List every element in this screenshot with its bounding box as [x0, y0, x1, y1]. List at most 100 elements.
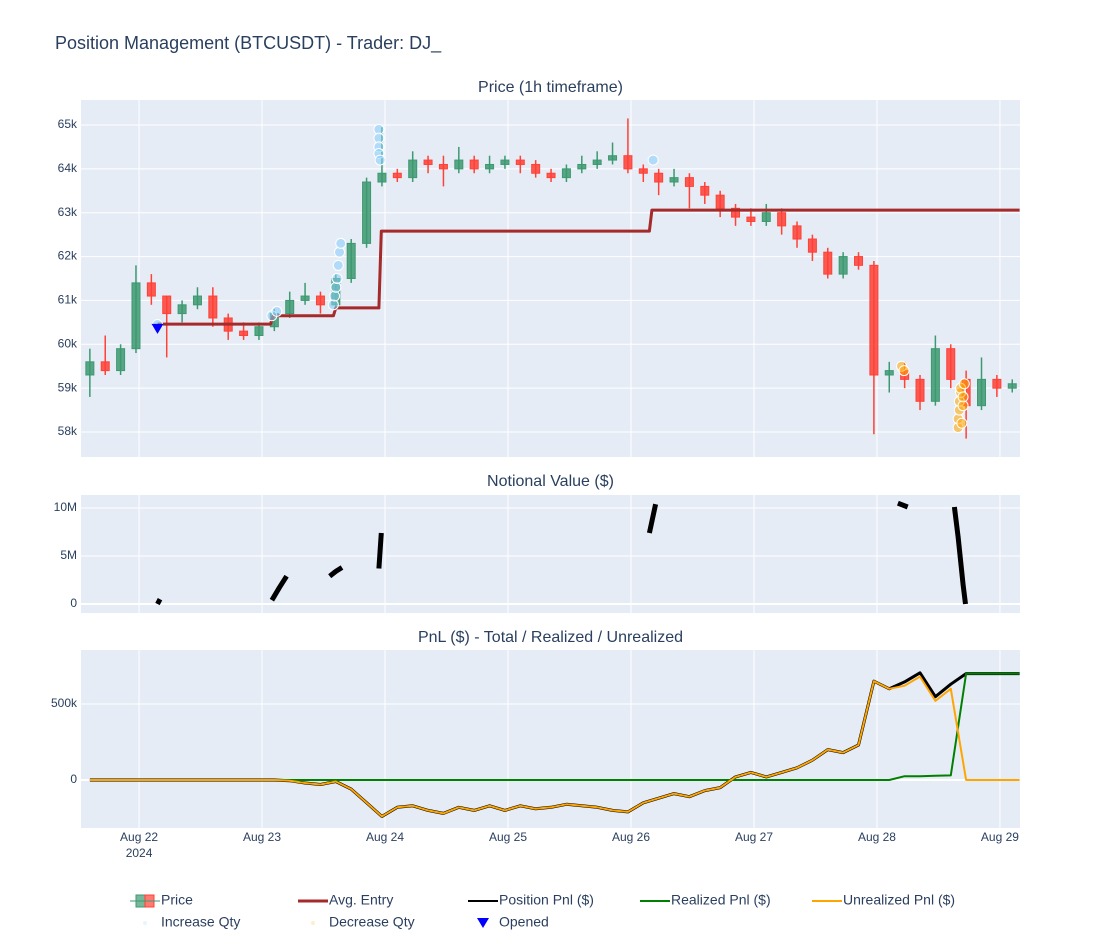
y-tick-label: 59k — [58, 380, 78, 394]
candle-body — [131, 282, 141, 350]
y-tick-label: 0 — [70, 772, 77, 786]
legend-label: Decrease Qty — [329, 914, 415, 930]
subplot-title: Notional Value ($) — [487, 473, 614, 490]
candle-body — [746, 216, 756, 222]
candle-body — [377, 172, 387, 183]
candle-body — [1007, 383, 1017, 389]
marker — [898, 365, 910, 377]
candle-body — [854, 256, 864, 266]
candle-body — [392, 172, 402, 179]
x-tick-label: Aug 25 — [489, 830, 527, 844]
legend-label: Unrealized Pnl ($) — [843, 892, 955, 908]
candle-body — [930, 348, 940, 402]
x-tick-label: Aug 27 — [735, 830, 773, 844]
candle-body — [838, 256, 848, 275]
candle-body — [192, 295, 202, 306]
marker — [332, 259, 344, 271]
candle-body — [915, 378, 925, 402]
y-tick-label: 62k — [58, 249, 78, 263]
chart-title: Position Management (BTCUSDT) - Trader: … — [55, 33, 442, 54]
marker — [956, 417, 968, 429]
y-tick-label: 61k — [58, 293, 78, 307]
candle-body — [715, 194, 725, 209]
legend-label: Realized Pnl ($) — [671, 892, 771, 908]
series-line — [89, 675, 1020, 818]
y-tick-label: 58k — [58, 424, 78, 438]
subplot-title: Price (1h timeframe) — [478, 79, 623, 96]
candle-body — [146, 282, 156, 297]
candle-body — [731, 207, 741, 218]
candle-body — [300, 295, 310, 301]
legend-item: Position Pnl ($) — [468, 892, 594, 908]
x-tick-label: Aug 23 — [243, 830, 281, 844]
candle-body — [177, 304, 187, 315]
candle-body — [777, 212, 787, 227]
candle-body — [761, 212, 771, 222]
legend-item: Price — [130, 892, 193, 908]
legend-label: Increase Qty — [161, 914, 240, 930]
marker — [957, 391, 969, 403]
marker — [335, 237, 347, 249]
candle-body — [561, 168, 571, 179]
legend-item: Avg. Entry — [298, 892, 393, 908]
marker — [271, 305, 283, 317]
candle-body — [992, 378, 1002, 389]
plot-background — [81, 495, 1020, 613]
y-tick-label: 60k — [58, 336, 78, 350]
candle-body — [869, 264, 879, 376]
opened-marker — [151, 323, 164, 334]
candle-body — [608, 155, 618, 161]
candle-body — [239, 330, 249, 337]
series-line — [155, 500, 968, 606]
candle-body — [684, 177, 694, 187]
candle-body — [346, 242, 356, 279]
y-tick-label: 65k — [58, 117, 78, 131]
marker — [374, 154, 386, 166]
marker — [647, 154, 659, 166]
candle-body — [116, 348, 126, 372]
candle-body — [515, 159, 525, 165]
legend-icon — [143, 921, 147, 925]
candle-body — [531, 163, 541, 174]
marker — [331, 273, 343, 284]
candle-body — [500, 159, 510, 165]
legend-label: Avg. Entry — [329, 892, 393, 908]
candle-body — [423, 159, 433, 165]
legend-label: Opened — [499, 914, 549, 930]
candle-body — [669, 177, 679, 183]
candle-body — [823, 251, 833, 275]
legend-item: Decrease Qty — [311, 914, 415, 930]
candle-body — [85, 361, 95, 376]
subplot-title: PnL ($) - Total / Realized / Unrealized — [418, 629, 683, 646]
legend-label: Price — [161, 892, 193, 908]
legend-item: Opened — [477, 914, 549, 930]
x-tick-label: Aug 26 — [612, 830, 650, 844]
candle-body — [315, 295, 325, 306]
marker — [958, 378, 970, 390]
candle-body — [485, 163, 495, 170]
candle-body — [362, 181, 372, 244]
legend-item: Unrealized Pnl ($) — [812, 892, 955, 908]
candle-body — [577, 163, 587, 170]
x-year-label: 2024 — [126, 846, 153, 860]
legend-item: Increase Qty — [143, 914, 240, 930]
plot-background — [81, 650, 1020, 828]
legend-icon — [311, 921, 315, 925]
candle-body — [100, 361, 110, 372]
candle-body — [638, 168, 648, 174]
y-tick-label: 0 — [70, 596, 77, 610]
candle-body — [592, 159, 602, 165]
x-tick-label: Aug 22 — [120, 830, 158, 844]
y-tick-label: 63k — [58, 205, 78, 219]
x-tick-label: Aug 29 — [981, 830, 1019, 844]
y-tick-label: 500k — [51, 696, 78, 710]
candle-body — [408, 159, 418, 179]
y-tick-label: 64k — [58, 161, 78, 175]
legend-item: Realized Pnl ($) — [640, 892, 771, 908]
candle-body — [700, 185, 710, 196]
candle-body — [807, 238, 817, 253]
candle-body — [546, 172, 556, 179]
candle-body — [884, 370, 894, 376]
legend-icon — [477, 918, 489, 928]
